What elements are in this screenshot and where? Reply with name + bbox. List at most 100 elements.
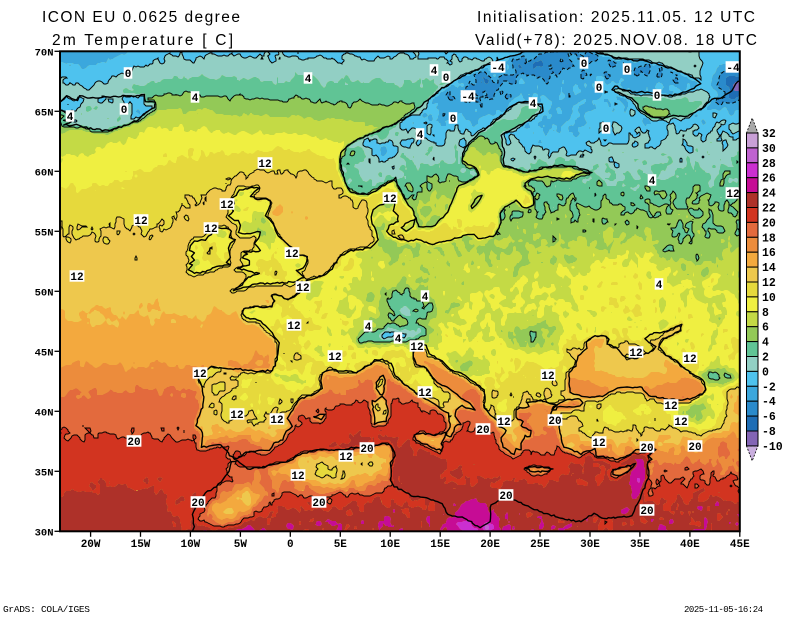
svg-text:32: 32 [762, 128, 776, 141]
svg-text:ICON EU 0.0625 degree: ICON EU 0.0625 degree [42, 9, 240, 26]
svg-text:0: 0 [624, 65, 631, 77]
svg-text:40N: 40N [35, 407, 54, 419]
svg-text:-4: -4 [762, 396, 776, 409]
svg-text:26: 26 [762, 173, 776, 186]
svg-text:12: 12 [134, 216, 147, 228]
svg-text:5E: 5E [334, 539, 348, 551]
svg-text:0: 0 [581, 59, 588, 71]
svg-text:12: 12 [339, 452, 352, 464]
svg-text:0: 0 [603, 124, 610, 136]
svg-text:0: 0 [121, 105, 128, 117]
svg-text:12: 12 [762, 277, 776, 290]
svg-text:20: 20 [548, 416, 561, 428]
svg-text:-10: -10 [762, 441, 783, 454]
svg-text:60N: 60N [35, 167, 54, 179]
svg-text:20: 20 [191, 498, 204, 510]
svg-text:-4: -4 [726, 63, 740, 75]
svg-text:40E: 40E [680, 539, 700, 551]
svg-text:12: 12 [664, 401, 677, 413]
svg-text:35E: 35E [630, 539, 650, 551]
svg-text:4: 4 [530, 99, 537, 111]
svg-text:4: 4 [422, 292, 429, 304]
svg-text:12: 12 [726, 189, 739, 201]
svg-text:4: 4 [649, 176, 656, 188]
svg-text:4: 4 [431, 66, 438, 78]
svg-text:12: 12 [592, 438, 605, 450]
svg-text:2m Temperature [ C]: 2m Temperature [ C] [52, 32, 233, 49]
svg-text:5W: 5W [234, 539, 248, 551]
svg-text:0: 0 [443, 73, 450, 85]
svg-text:8: 8 [762, 307, 769, 320]
svg-text:4: 4 [305, 74, 312, 86]
svg-text:12: 12 [220, 200, 233, 212]
svg-text:35N: 35N [35, 467, 54, 479]
svg-text:4: 4 [67, 112, 74, 124]
svg-text:0: 0 [654, 91, 661, 103]
svg-text:2025-11-05-16:24: 2025-11-05-16:24 [684, 605, 763, 615]
svg-text:-2: -2 [762, 381, 776, 394]
svg-text:12: 12 [418, 388, 431, 400]
svg-text:GrADS: COLA/IGES: GrADS: COLA/IGES [3, 604, 90, 615]
svg-text:18: 18 [762, 232, 776, 245]
svg-text:30N: 30N [35, 527, 54, 539]
svg-text:55N: 55N [35, 227, 54, 239]
svg-text:4: 4 [192, 93, 199, 105]
svg-text:12: 12 [193, 369, 206, 381]
svg-text:12: 12 [291, 471, 304, 483]
svg-text:16: 16 [762, 247, 776, 260]
svg-text:50N: 50N [35, 287, 54, 299]
svg-text:20: 20 [762, 217, 776, 230]
svg-text:2: 2 [762, 352, 769, 365]
svg-text:0: 0 [125, 69, 132, 81]
svg-text:20E: 20E [480, 539, 500, 551]
svg-text:24: 24 [762, 188, 776, 201]
svg-text:12: 12 [296, 283, 309, 295]
svg-text:20: 20 [476, 425, 489, 437]
svg-text:Initialisation: 2025.11.05. 12: Initialisation: 2025.11.05. 12 UTC [477, 9, 755, 26]
svg-text:12: 12 [230, 410, 243, 422]
svg-text:20: 20 [640, 506, 653, 518]
svg-text:10E: 10E [380, 539, 400, 551]
svg-text:10: 10 [762, 292, 776, 305]
svg-text:10W: 10W [180, 539, 200, 551]
svg-text:-8: -8 [762, 426, 776, 439]
svg-text:12: 12 [204, 224, 217, 236]
svg-text:4: 4 [395, 334, 402, 346]
svg-text:12: 12 [270, 415, 283, 427]
svg-text:25E: 25E [530, 539, 550, 551]
svg-text:20: 20 [640, 443, 653, 455]
svg-text:20: 20 [127, 437, 140, 449]
svg-text:12: 12 [629, 348, 642, 360]
svg-text:30E: 30E [580, 539, 600, 551]
svg-text:12: 12 [674, 417, 687, 429]
svg-text:12: 12 [383, 194, 396, 206]
svg-text:70N: 70N [35, 47, 54, 59]
svg-text:28: 28 [762, 158, 776, 171]
svg-text:-4: -4 [461, 92, 475, 104]
svg-text:20: 20 [688, 442, 701, 454]
svg-text:12: 12 [328, 352, 341, 364]
svg-text:22: 22 [762, 203, 776, 216]
svg-text:0: 0 [596, 83, 603, 95]
svg-text:-4: -4 [491, 63, 505, 75]
svg-text:Valid(+78): 2025.NOV.08. 18 UT: Valid(+78): 2025.NOV.08. 18 UTC [475, 32, 757, 49]
svg-text:12: 12 [541, 371, 554, 383]
svg-text:12: 12 [285, 249, 298, 261]
svg-text:15E: 15E [430, 539, 450, 551]
svg-text:20: 20 [312, 498, 325, 510]
svg-text:65N: 65N [35, 107, 54, 119]
svg-text:12: 12 [287, 321, 300, 333]
svg-text:4: 4 [762, 337, 769, 350]
svg-text:12: 12 [70, 272, 83, 284]
svg-text:-6: -6 [762, 411, 776, 424]
svg-text:6: 6 [762, 322, 769, 335]
svg-text:4: 4 [656, 280, 663, 292]
svg-text:14: 14 [762, 262, 776, 275]
svg-text:20: 20 [360, 444, 373, 456]
svg-text:15W: 15W [131, 539, 151, 551]
svg-text:0: 0 [287, 539, 294, 551]
svg-text:4: 4 [365, 322, 372, 334]
svg-text:12: 12 [258, 159, 271, 171]
svg-text:45N: 45N [35, 347, 54, 359]
svg-text:0: 0 [762, 366, 769, 379]
